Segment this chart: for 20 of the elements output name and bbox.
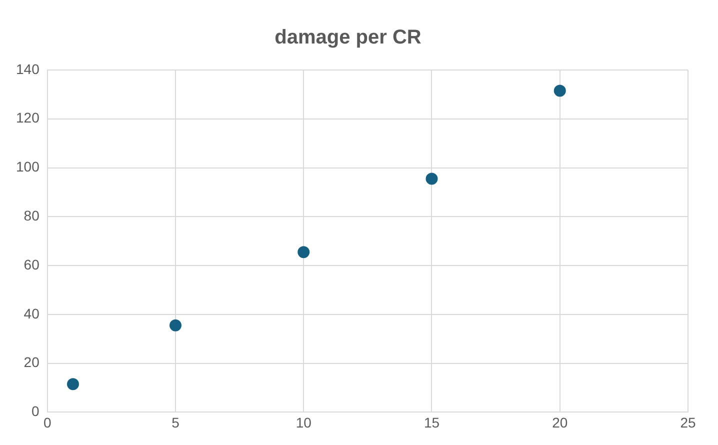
y-tick-label: 20 xyxy=(24,354,40,370)
y-tick-label: 100 xyxy=(16,158,40,175)
point xyxy=(554,84,566,97)
x-tick-label: 0 xyxy=(43,414,52,430)
point xyxy=(426,172,438,185)
point xyxy=(66,378,79,390)
y-tick-label: 60 xyxy=(24,256,40,272)
point xyxy=(169,319,182,332)
x-tick-label: 10 xyxy=(296,414,312,430)
x-tick-label: 25 xyxy=(680,414,696,430)
y-tick-label: 40 xyxy=(24,305,40,322)
y-tick-label: 0 xyxy=(32,403,40,420)
x-tick-label: 5 xyxy=(172,414,180,430)
y-tick-label: 140 xyxy=(16,60,40,77)
y-tick-label: 80 xyxy=(24,208,40,224)
chart-title: damage per CR xyxy=(274,26,422,49)
x-tick-label: 15 xyxy=(424,414,440,430)
point xyxy=(298,246,310,258)
y-tick-label: 120 xyxy=(16,110,40,126)
x-tick-label: 20 xyxy=(552,414,568,430)
